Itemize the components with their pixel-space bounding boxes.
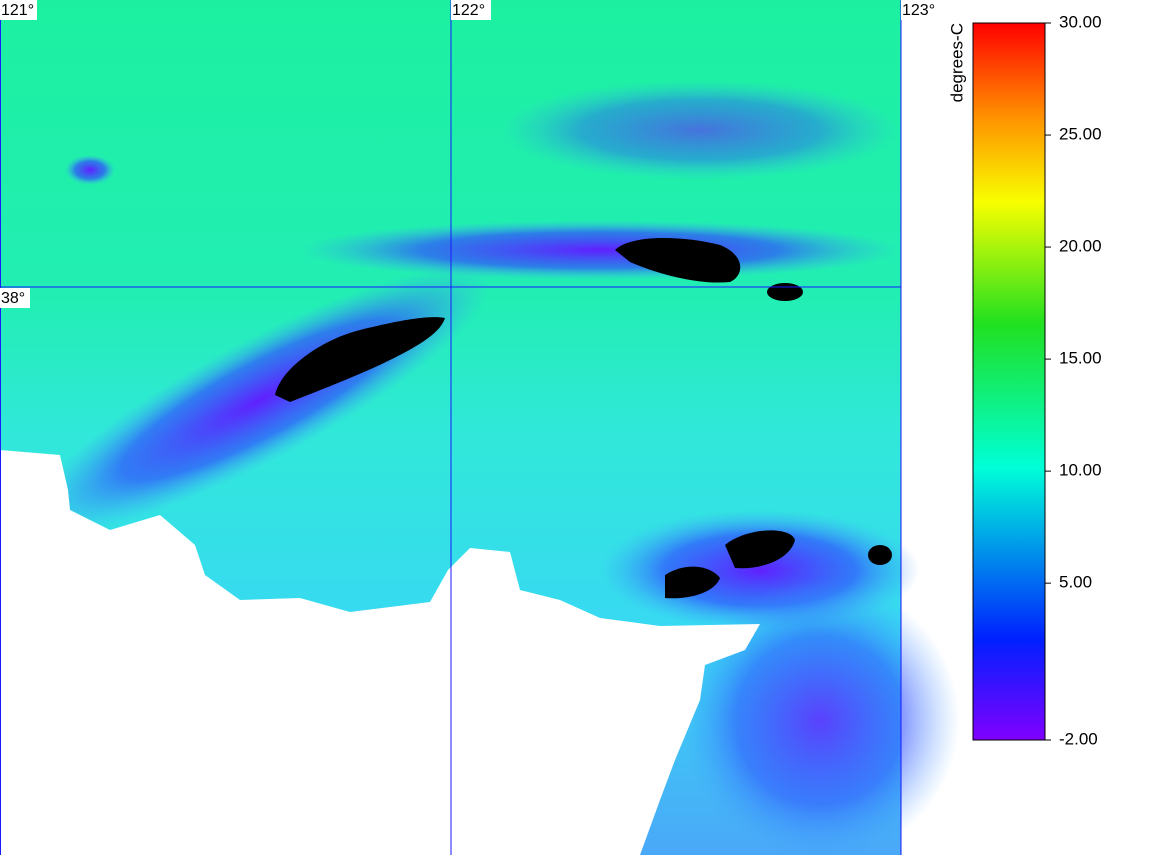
graticule xyxy=(0,0,902,855)
colorbar-tick-label: 5.00 xyxy=(1059,573,1092,592)
colorbar-tick-label: 30.00 xyxy=(1059,12,1102,31)
colorbar xyxy=(972,22,1046,741)
colorbar-tick-label: 20.00 xyxy=(1059,237,1102,256)
colorbar-label: degrees-C xyxy=(947,23,966,102)
lon-label: 121° xyxy=(1,2,34,19)
colorbar-tick-label: 25.00 xyxy=(1059,125,1102,144)
land xyxy=(0,450,760,855)
colorbar-tick-label: 15.00 xyxy=(1059,349,1102,368)
colorbar-tick-label: 10.00 xyxy=(1059,461,1102,480)
lat-label: 38° xyxy=(1,290,25,307)
lon-label: 122° xyxy=(452,2,485,19)
lon-label: 123° xyxy=(902,2,935,19)
colorbar-tick-label: -2.00 xyxy=(1059,729,1098,748)
